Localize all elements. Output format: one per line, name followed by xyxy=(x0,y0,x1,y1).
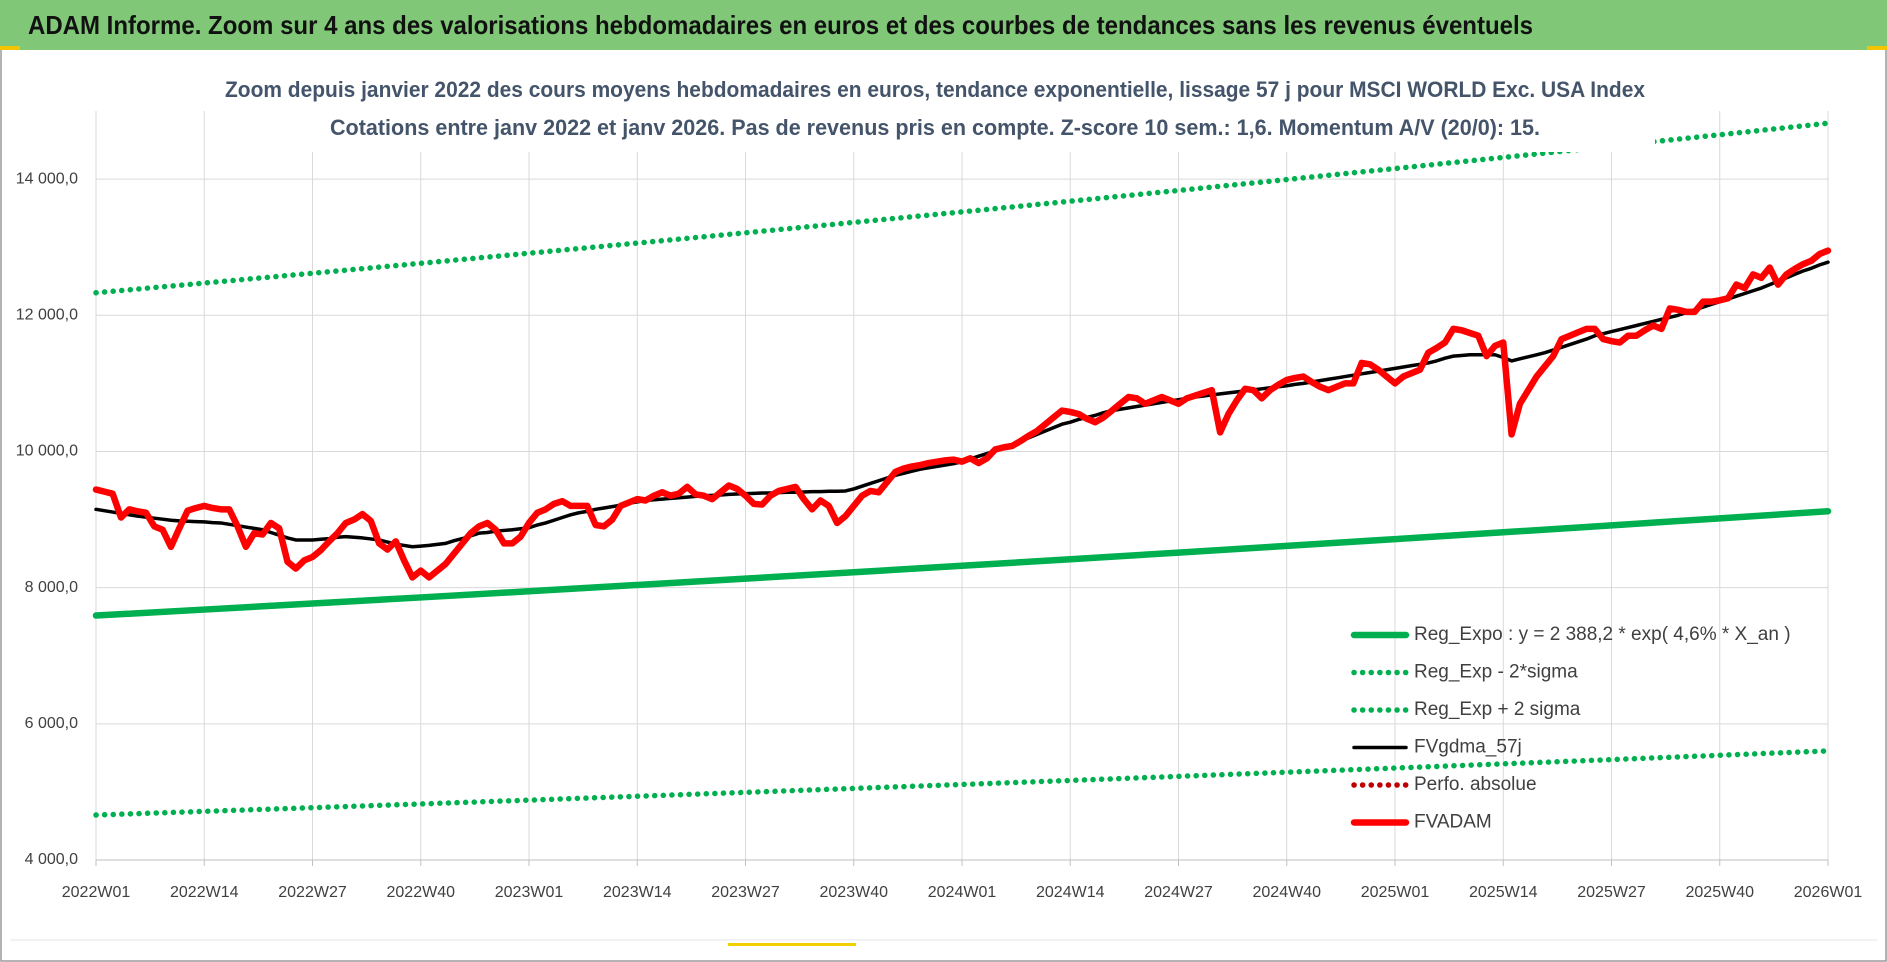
x-tick-label: 2024W27 xyxy=(1144,884,1213,901)
x-tick-label: 2023W40 xyxy=(820,884,889,901)
y-tick-label: 14 000,0 xyxy=(16,170,78,187)
legend-label: FVADAM xyxy=(1414,812,1492,833)
y-tick-label: 6 000,0 xyxy=(25,715,78,732)
x-tick-label: 2025W40 xyxy=(1686,884,1755,901)
legend: Reg_Expo : y = 2 388,2 * exp( 4,6% * X_a… xyxy=(1350,624,1791,833)
series-line xyxy=(92,507,1832,619)
chart-subtitle: Cotations entre janv 2022 et janv 2026. … xyxy=(330,115,1540,140)
y-tick-label: 8 000,0 xyxy=(25,579,78,596)
x-tick-label: 2023W27 xyxy=(711,884,780,901)
x-tick-label: 2022W40 xyxy=(387,884,456,901)
x-tick-label: 2022W01 xyxy=(62,884,131,901)
x-tick-label: 2025W01 xyxy=(1361,884,1430,901)
x-tick-label: 2024W01 xyxy=(928,884,997,901)
title-box xyxy=(215,70,1655,152)
legend-label: FVgdma_57j xyxy=(1414,737,1522,758)
x-tick-label: 2026W01 xyxy=(1794,884,1863,901)
x-tick-label: 2024W40 xyxy=(1253,884,1322,901)
series-line xyxy=(93,120,1831,296)
corner-mark xyxy=(1867,46,1887,50)
x-tick-label: 2024W14 xyxy=(1036,884,1105,901)
x-tick-label: 2023W01 xyxy=(495,884,564,901)
x-tick-label: 2025W27 xyxy=(1577,884,1646,901)
series-line xyxy=(93,748,1831,818)
x-tick-label: 2025W14 xyxy=(1469,884,1538,901)
x-tick-label: 2022W14 xyxy=(170,884,239,901)
legend-label: Reg_Exp + 2 sigma xyxy=(1414,699,1581,720)
y-tick-label: 12 000,0 xyxy=(16,306,78,323)
chart-title: Zoom depuis janvier 2022 des cours moyen… xyxy=(225,77,1646,102)
legend-label: Perfo. absolue xyxy=(1414,774,1537,795)
legend-label: Reg_Expo : y = 2 388,2 * exp( 4,6% * X_a… xyxy=(1414,624,1791,645)
x-tick-label: 2022W27 xyxy=(278,884,347,901)
y-tick-label: 10 000,0 xyxy=(16,443,78,460)
series-line xyxy=(92,247,1832,581)
page-title: ADAM Informe. Zoom sur 4 ans des valoris… xyxy=(28,10,1533,40)
scroll-mark xyxy=(728,943,856,946)
corner-mark xyxy=(0,46,20,50)
header-bar xyxy=(0,0,1887,50)
plot-area: 4 000,0 6 000,0 8 000,0 10 000,0 12 000,0 14 … xyxy=(16,111,1863,901)
x-tick-label: 2023W14 xyxy=(603,884,672,901)
y-tick-label: 4 000,0 xyxy=(25,851,78,868)
legend-label: Reg_Exp - 2*sigma xyxy=(1414,662,1578,683)
